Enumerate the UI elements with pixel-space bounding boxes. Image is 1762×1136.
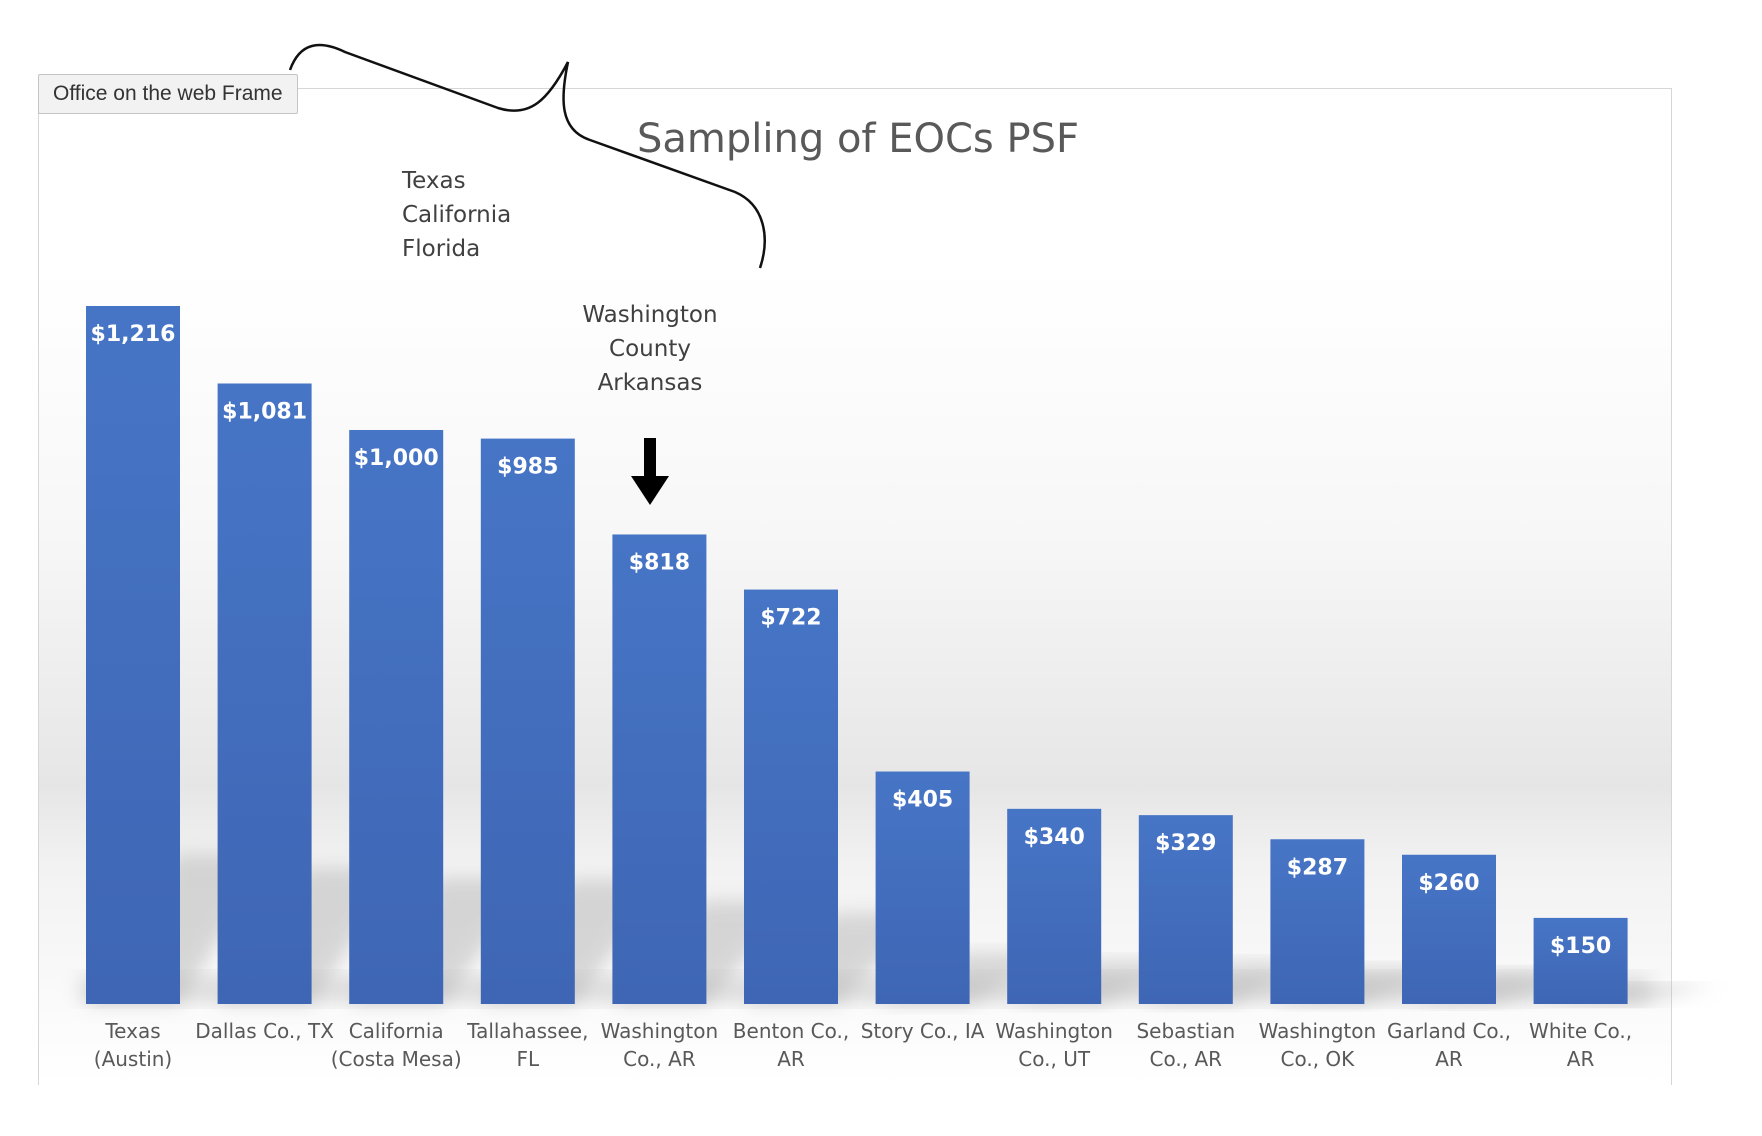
- bar: [217, 383, 312, 1004]
- data-label: $260: [1418, 871, 1479, 896]
- bar: [480, 438, 575, 1004]
- data-label: $1,081: [222, 399, 307, 424]
- annotation-line: California: [402, 202, 512, 228]
- x-tick-label: Washington: [1259, 1019, 1377, 1043]
- x-tick-label: Washington: [995, 1019, 1113, 1043]
- data-label: $985: [497, 455, 558, 480]
- bar: [1533, 917, 1628, 1004]
- x-tick-label: Co., AR: [623, 1047, 696, 1071]
- data-label: $1,000: [354, 446, 439, 471]
- data-label: $150: [1550, 934, 1611, 959]
- highlight-annotation: Washington County Arkansas: [550, 298, 750, 400]
- bar: [1402, 854, 1496, 1004]
- bar: [744, 589, 838, 1004]
- chart-title: Sampling of EOCs PSF: [637, 116, 1079, 162]
- data-label: $1,216: [91, 322, 176, 347]
- bar: [86, 306, 180, 1004]
- x-tick-label: Washington: [601, 1019, 719, 1043]
- frame-label: Office on the web Frame: [38, 74, 298, 114]
- x-tick-label: FL: [516, 1047, 540, 1071]
- x-tick-label: (Costa Mesa): [331, 1047, 462, 1071]
- x-tick-label: Story Co., IA: [861, 1019, 985, 1043]
- x-tick-label: AR: [777, 1047, 805, 1071]
- brace-decoration: [288, 43, 766, 269]
- value-labels: $1,216 $1,081 $1,000 $985 $818 $722 $405 $340 $3…: [91, 322, 1612, 959]
- x-tick-label: Dallas Co., TX: [195, 1019, 334, 1043]
- bar: [612, 534, 707, 1004]
- group-annotation: Texas California Florida: [402, 164, 511, 266]
- x-tick-label: Sebastian: [1136, 1019, 1235, 1043]
- data-label: $287: [1287, 855, 1348, 880]
- x-tick-label: AR: [1567, 1047, 1595, 1071]
- data-label: $405: [892, 788, 953, 813]
- data-label: $329: [1155, 831, 1216, 856]
- x-tick-label: Garland Co.,: [1387, 1019, 1511, 1043]
- x-tick-label: AR: [1435, 1047, 1463, 1071]
- data-label: $818: [629, 550, 690, 575]
- x-tick-label: California: [349, 1019, 444, 1043]
- x-tick-label: Texas: [104, 1019, 160, 1043]
- annotation-line: County: [609, 336, 691, 362]
- bar: [1007, 808, 1102, 1004]
- annotation-line: Texas: [402, 168, 466, 194]
- down-arrow-icon: [631, 438, 669, 505]
- annotation-line: Washington: [582, 302, 718, 328]
- x-tick-label: Co., AR: [1150, 1047, 1223, 1071]
- x-tick-label: Tallahassee,: [466, 1019, 588, 1043]
- x-tick-label: (Austin): [94, 1047, 172, 1071]
- bar: [875, 771, 970, 1004]
- x-tick-label: Co., OK: [1281, 1047, 1356, 1071]
- x-tick-label: Benton Co.,: [733, 1019, 849, 1043]
- bar: [1270, 839, 1365, 1004]
- annotation-line: Florida: [402, 236, 481, 262]
- x-tick-label: White Co.,: [1529, 1019, 1632, 1043]
- bar: [1138, 815, 1233, 1004]
- bars: [86, 306, 1628, 1005]
- x-axis-labels: Texas (Austin) Dallas Co., TX California (Co…: [94, 1019, 1632, 1071]
- data-label: $340: [1024, 825, 1085, 850]
- data-label: $722: [760, 606, 821, 631]
- x-tick-label: Co., UT: [1018, 1047, 1091, 1071]
- bar: [349, 429, 444, 1005]
- annotation-line: Arkansas: [597, 370, 703, 396]
